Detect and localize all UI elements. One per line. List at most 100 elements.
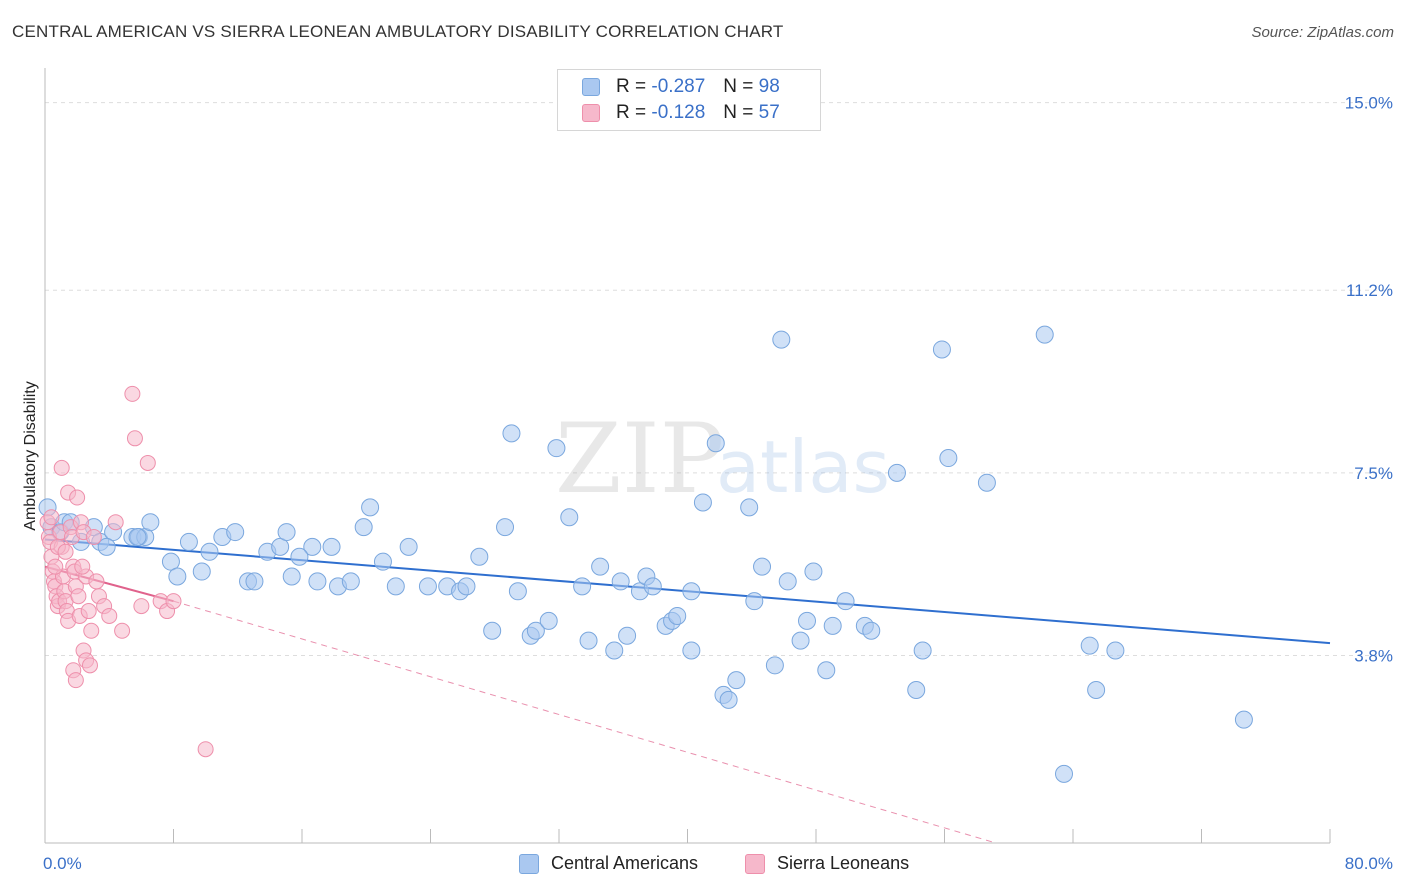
- point-central-american: [932, 340, 951, 359]
- point-central-american: [611, 572, 630, 591]
- point-sierra-leonean: [43, 509, 60, 526]
- point-sierra-leonean: [139, 454, 156, 471]
- point-central-american: [817, 661, 836, 680]
- point-central-american: [141, 513, 160, 532]
- point-central-american: [303, 537, 322, 556]
- watermark-zip: ZIP: [555, 403, 724, 515]
- bottom-legend-central-americans: Central Americans: [519, 853, 698, 874]
- legend-r-value: -0.287: [651, 76, 706, 97]
- y-tick-label: 7.5%: [1354, 464, 1393, 483]
- x-tick-label: 0.0%: [43, 854, 82, 873]
- point-central-american: [290, 547, 309, 566]
- point-central-american: [526, 621, 545, 640]
- point-central-american: [245, 572, 264, 591]
- point-sierra-leonean: [85, 529, 102, 545]
- point-central-american: [399, 537, 418, 556]
- point-central-american: [772, 330, 791, 349]
- point-central-american: [798, 611, 817, 630]
- y-tick-label: 15.0%: [1345, 94, 1393, 113]
- point-central-american: [496, 518, 515, 537]
- point-sierra-leonean: [107, 514, 124, 531]
- bottom-legend-swatch-blue: [519, 853, 539, 874]
- point-sierra-leonean: [83, 622, 100, 639]
- y-axis-title: Ambulatory Disability: [22, 381, 39, 530]
- point-sierra-leonean: [101, 607, 118, 624]
- point-central-american: [939, 449, 958, 468]
- point-central-american: [804, 562, 823, 581]
- grid-lines: [45, 102, 1390, 656]
- point-sierra-leonean: [70, 588, 87, 605]
- legend-row-sierra-leoneans: R = -0.128 N = 57: [582, 101, 780, 125]
- tick-labels: 3.8% 7.5% 11.2% 15.0% 0.0% 80.0%: [43, 94, 1393, 873]
- point-central-american: [386, 577, 405, 596]
- x-tick-label: 80.0%: [1345, 854, 1393, 873]
- point-central-american: [547, 439, 566, 458]
- point-sierra-leonean: [197, 741, 214, 758]
- point-central-american: [682, 641, 701, 660]
- point-sierra-leonean: [133, 598, 150, 615]
- point-central-american: [418, 577, 437, 596]
- point-central-american: [508, 582, 527, 601]
- y-tick-label: 3.8%: [1354, 646, 1393, 665]
- point-central-american: [836, 592, 855, 611]
- point-central-american: [271, 537, 290, 556]
- point-sierra-leonean: [126, 430, 143, 447]
- bottom-legend-sierra-leoneans: Sierra Leoneans: [745, 853, 909, 874]
- source-label: Source: ZipAtlas.com: [1251, 24, 1394, 41]
- point-central-american: [161, 552, 180, 571]
- point-central-american: [745, 592, 764, 611]
- point-central-american: [823, 616, 842, 635]
- correlation-legend: R = -0.287 N = 98 R = -0.128 N = 57: [557, 69, 821, 131]
- legend-swatch-pink: [582, 104, 600, 122]
- point-central-american: [862, 621, 881, 640]
- point-central-american: [200, 542, 219, 561]
- legend-n-label: N =: [723, 76, 754, 97]
- point-sierra-leonean: [47, 558, 64, 575]
- bottom-legend-label: Central Americans: [551, 853, 699, 873]
- point-central-american: [308, 572, 327, 591]
- point-central-american: [361, 498, 380, 517]
- point-central-american: [887, 463, 906, 482]
- point-central-american: [668, 606, 687, 625]
- point-central-american: [277, 523, 296, 542]
- point-central-american: [226, 523, 245, 542]
- point-central-american: [483, 621, 502, 640]
- point-sierra-leonean: [124, 385, 141, 402]
- point-central-american: [913, 641, 932, 660]
- point-central-american: [753, 557, 772, 576]
- point-central-american: [643, 577, 662, 596]
- point-sierra-leonean: [80, 603, 97, 620]
- point-central-american: [179, 532, 198, 551]
- point-central-american: [128, 528, 147, 546]
- point-sierra-leonean: [114, 622, 131, 639]
- point-sierra-leonean: [57, 543, 74, 560]
- point-sierra-leonean: [69, 489, 86, 506]
- point-central-american: [373, 552, 392, 571]
- point-central-american: [354, 518, 373, 537]
- bottom-legend-swatch-pink: [745, 853, 765, 874]
- point-central-american: [457, 577, 476, 596]
- point-sierra-leonean: [53, 459, 70, 476]
- chart-title: CENTRAL AMERICAN VS SIERRA LEONEAN AMBUL…: [12, 22, 784, 41]
- point-central-american: [727, 671, 746, 690]
- point-central-american: [539, 611, 558, 630]
- point-central-american: [1055, 764, 1074, 783]
- point-central-american: [97, 537, 116, 556]
- point-central-american: [1087, 681, 1106, 699]
- point-central-american: [778, 572, 797, 591]
- point-central-american: [282, 567, 301, 586]
- point-central-american: [591, 557, 610, 576]
- legend-swatch-blue: [582, 78, 600, 96]
- point-central-american: [1035, 325, 1054, 344]
- point-central-american: [560, 508, 579, 527]
- point-central-american: [579, 631, 598, 650]
- point-central-american: [573, 577, 592, 596]
- point-central-american: [765, 656, 784, 675]
- point-central-american: [168, 567, 187, 586]
- legend-r-label: R =: [616, 102, 647, 123]
- point-central-american: [740, 498, 759, 517]
- point-central-american: [502, 424, 521, 443]
- point-central-american: [693, 493, 712, 512]
- legend-row-central-americans: R = -0.287 N = 98: [582, 75, 780, 99]
- legend-n-value: 98: [758, 76, 780, 97]
